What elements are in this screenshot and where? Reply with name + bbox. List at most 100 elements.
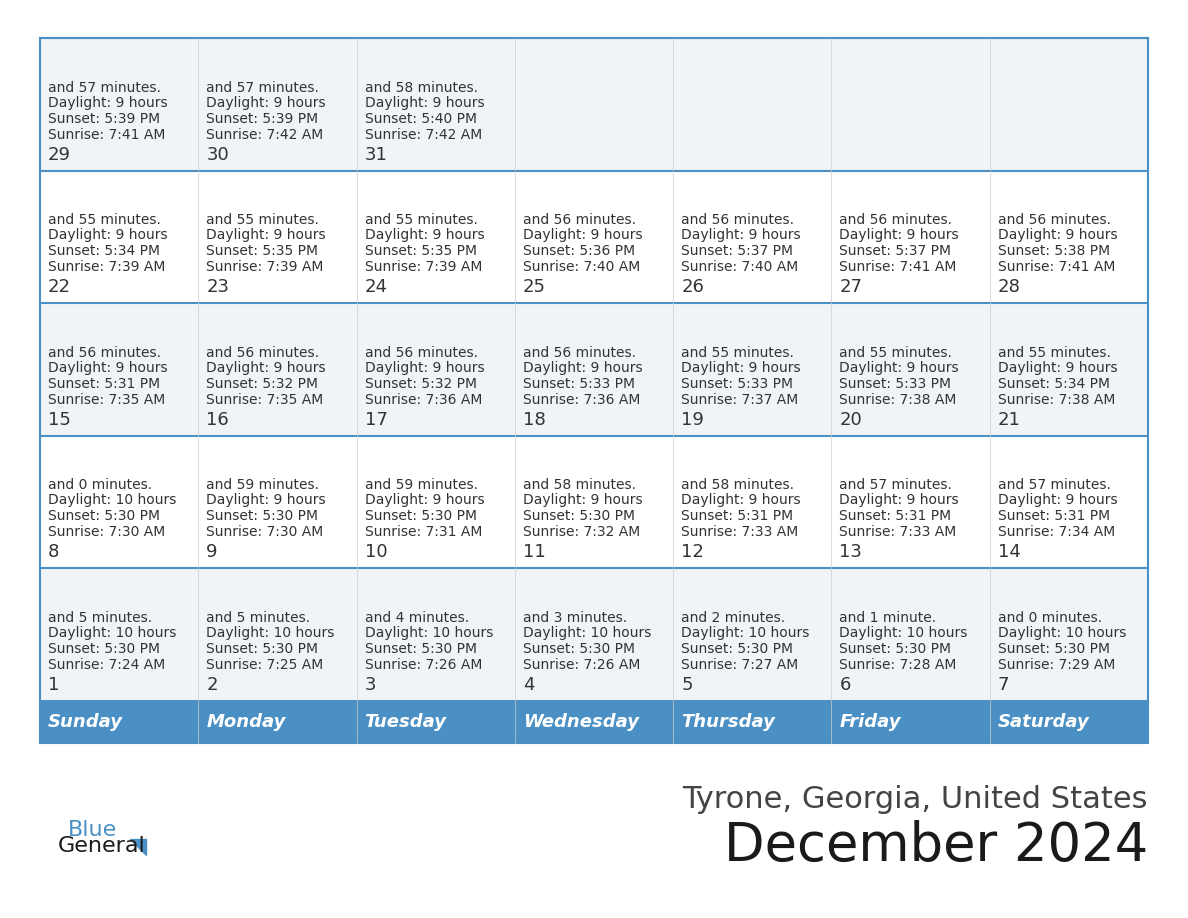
Text: Sunset: 5:34 PM: Sunset: 5:34 PM [998, 376, 1110, 391]
Text: and 1 minute.: and 1 minute. [840, 611, 936, 625]
Text: Sunrise: 7:30 AM: Sunrise: 7:30 AM [207, 525, 323, 540]
Text: and 55 minutes.: and 55 minutes. [207, 213, 320, 227]
Text: and 58 minutes.: and 58 minutes. [681, 478, 794, 492]
Text: 24: 24 [365, 278, 387, 297]
Text: Sunset: 5:30 PM: Sunset: 5:30 PM [840, 642, 952, 656]
Text: Sunset: 5:33 PM: Sunset: 5:33 PM [840, 376, 952, 391]
Text: 30: 30 [207, 146, 229, 163]
Text: Sunset: 5:40 PM: Sunset: 5:40 PM [365, 112, 476, 126]
Text: Sunset: 5:30 PM: Sunset: 5:30 PM [998, 642, 1110, 656]
Text: 13: 13 [840, 543, 862, 562]
Text: Sunset: 5:37 PM: Sunset: 5:37 PM [840, 244, 952, 258]
Text: Sunset: 5:31 PM: Sunset: 5:31 PM [998, 509, 1110, 523]
Text: and 2 minutes.: and 2 minutes. [681, 611, 785, 625]
Text: Thursday: Thursday [681, 713, 775, 731]
Text: Sunset: 5:30 PM: Sunset: 5:30 PM [523, 509, 634, 523]
Text: Daylight: 10 hours: Daylight: 10 hours [365, 626, 493, 640]
Text: 28: 28 [998, 278, 1020, 297]
Text: Friday: Friday [840, 713, 901, 731]
FancyBboxPatch shape [40, 303, 1148, 436]
Text: Sunset: 5:31 PM: Sunset: 5:31 PM [840, 509, 952, 523]
Text: Sunset: 5:31 PM: Sunset: 5:31 PM [681, 509, 794, 523]
Text: Sunset: 5:38 PM: Sunset: 5:38 PM [998, 244, 1110, 258]
Text: Sunrise: 7:41 AM: Sunrise: 7:41 AM [998, 260, 1116, 274]
Text: and 56 minutes.: and 56 minutes. [365, 346, 478, 360]
Text: Saturday: Saturday [998, 713, 1089, 731]
FancyBboxPatch shape [40, 701, 198, 743]
Text: Daylight: 9 hours: Daylight: 9 hours [523, 493, 643, 508]
Text: 1: 1 [48, 676, 59, 694]
FancyBboxPatch shape [40, 568, 1148, 701]
Text: Daylight: 9 hours: Daylight: 9 hours [840, 361, 959, 375]
Text: Daylight: 9 hours: Daylight: 9 hours [207, 361, 326, 375]
Text: and 58 minutes.: and 58 minutes. [365, 81, 478, 95]
Text: Sunset: 5:32 PM: Sunset: 5:32 PM [207, 376, 318, 391]
Text: Daylight: 9 hours: Daylight: 9 hours [523, 229, 643, 242]
FancyBboxPatch shape [832, 701, 990, 743]
Text: Sunrise: 7:29 AM: Sunrise: 7:29 AM [998, 658, 1116, 672]
Text: Sunset: 5:34 PM: Sunset: 5:34 PM [48, 244, 160, 258]
Text: 7: 7 [998, 676, 1010, 694]
Text: Sunset: 5:30 PM: Sunset: 5:30 PM [365, 642, 476, 656]
Text: Sunset: 5:30 PM: Sunset: 5:30 PM [681, 642, 794, 656]
Text: Sunrise: 7:36 AM: Sunrise: 7:36 AM [365, 393, 482, 407]
Text: Sunrise: 7:24 AM: Sunrise: 7:24 AM [48, 658, 165, 672]
FancyBboxPatch shape [40, 38, 1148, 171]
Text: and 55 minutes.: and 55 minutes. [48, 213, 160, 227]
Text: 22: 22 [48, 278, 71, 297]
Text: Sunset: 5:31 PM: Sunset: 5:31 PM [48, 376, 160, 391]
Text: and 55 minutes.: and 55 minutes. [998, 346, 1111, 360]
Text: Sunrise: 7:42 AM: Sunrise: 7:42 AM [207, 128, 323, 141]
Text: 29: 29 [48, 146, 71, 163]
Text: Sunrise: 7:35 AM: Sunrise: 7:35 AM [48, 393, 165, 407]
Text: Sunrise: 7:26 AM: Sunrise: 7:26 AM [523, 658, 640, 672]
Text: 21: 21 [998, 410, 1020, 429]
Text: 11: 11 [523, 543, 545, 562]
Text: Sunrise: 7:38 AM: Sunrise: 7:38 AM [998, 393, 1116, 407]
Text: 2: 2 [207, 676, 217, 694]
Text: Sunset: 5:37 PM: Sunset: 5:37 PM [681, 244, 794, 258]
FancyBboxPatch shape [198, 701, 356, 743]
Text: 16: 16 [207, 410, 229, 429]
Text: and 0 minutes.: and 0 minutes. [48, 478, 152, 492]
Text: Daylight: 9 hours: Daylight: 9 hours [840, 493, 959, 508]
Polygon shape [129, 839, 146, 855]
Text: 10: 10 [365, 543, 387, 562]
Text: Wednesday: Wednesday [523, 713, 639, 731]
Text: Sunrise: 7:40 AM: Sunrise: 7:40 AM [523, 260, 640, 274]
Text: and 56 minutes.: and 56 minutes. [840, 213, 953, 227]
Text: Sunset: 5:33 PM: Sunset: 5:33 PM [523, 376, 634, 391]
Text: Daylight: 10 hours: Daylight: 10 hours [207, 626, 335, 640]
Text: and 56 minutes.: and 56 minutes. [207, 346, 320, 360]
Text: December 2024: December 2024 [723, 820, 1148, 872]
Text: Daylight: 9 hours: Daylight: 9 hours [998, 361, 1118, 375]
Text: Blue: Blue [68, 820, 118, 840]
Text: Sunday: Sunday [48, 713, 124, 731]
Text: Daylight: 9 hours: Daylight: 9 hours [207, 229, 326, 242]
Text: 9: 9 [207, 543, 217, 562]
Text: Sunrise: 7:36 AM: Sunrise: 7:36 AM [523, 393, 640, 407]
Text: Daylight: 9 hours: Daylight: 9 hours [48, 361, 168, 375]
Text: Daylight: 9 hours: Daylight: 9 hours [998, 493, 1118, 508]
FancyBboxPatch shape [40, 171, 1148, 303]
Text: Daylight: 9 hours: Daylight: 9 hours [681, 229, 801, 242]
Text: Daylight: 9 hours: Daylight: 9 hours [365, 95, 485, 109]
Text: Sunset: 5:30 PM: Sunset: 5:30 PM [207, 642, 318, 656]
Text: 20: 20 [840, 410, 862, 429]
Text: Tuesday: Tuesday [365, 713, 447, 731]
Text: and 57 minutes.: and 57 minutes. [48, 81, 160, 95]
Text: 17: 17 [365, 410, 387, 429]
Text: 6: 6 [840, 676, 851, 694]
Text: Daylight: 9 hours: Daylight: 9 hours [207, 95, 326, 109]
Text: Daylight: 9 hours: Daylight: 9 hours [207, 493, 326, 508]
Text: Sunrise: 7:41 AM: Sunrise: 7:41 AM [840, 260, 956, 274]
Text: Sunrise: 7:32 AM: Sunrise: 7:32 AM [523, 525, 640, 540]
Text: and 57 minutes.: and 57 minutes. [998, 478, 1111, 492]
Text: and 56 minutes.: and 56 minutes. [681, 213, 794, 227]
Text: and 4 minutes.: and 4 minutes. [365, 611, 469, 625]
Text: Daylight: 9 hours: Daylight: 9 hours [48, 229, 168, 242]
FancyBboxPatch shape [674, 701, 832, 743]
Text: Sunset: 5:30 PM: Sunset: 5:30 PM [207, 509, 318, 523]
Text: Sunrise: 7:39 AM: Sunrise: 7:39 AM [207, 260, 323, 274]
Text: Daylight: 9 hours: Daylight: 9 hours [681, 361, 801, 375]
